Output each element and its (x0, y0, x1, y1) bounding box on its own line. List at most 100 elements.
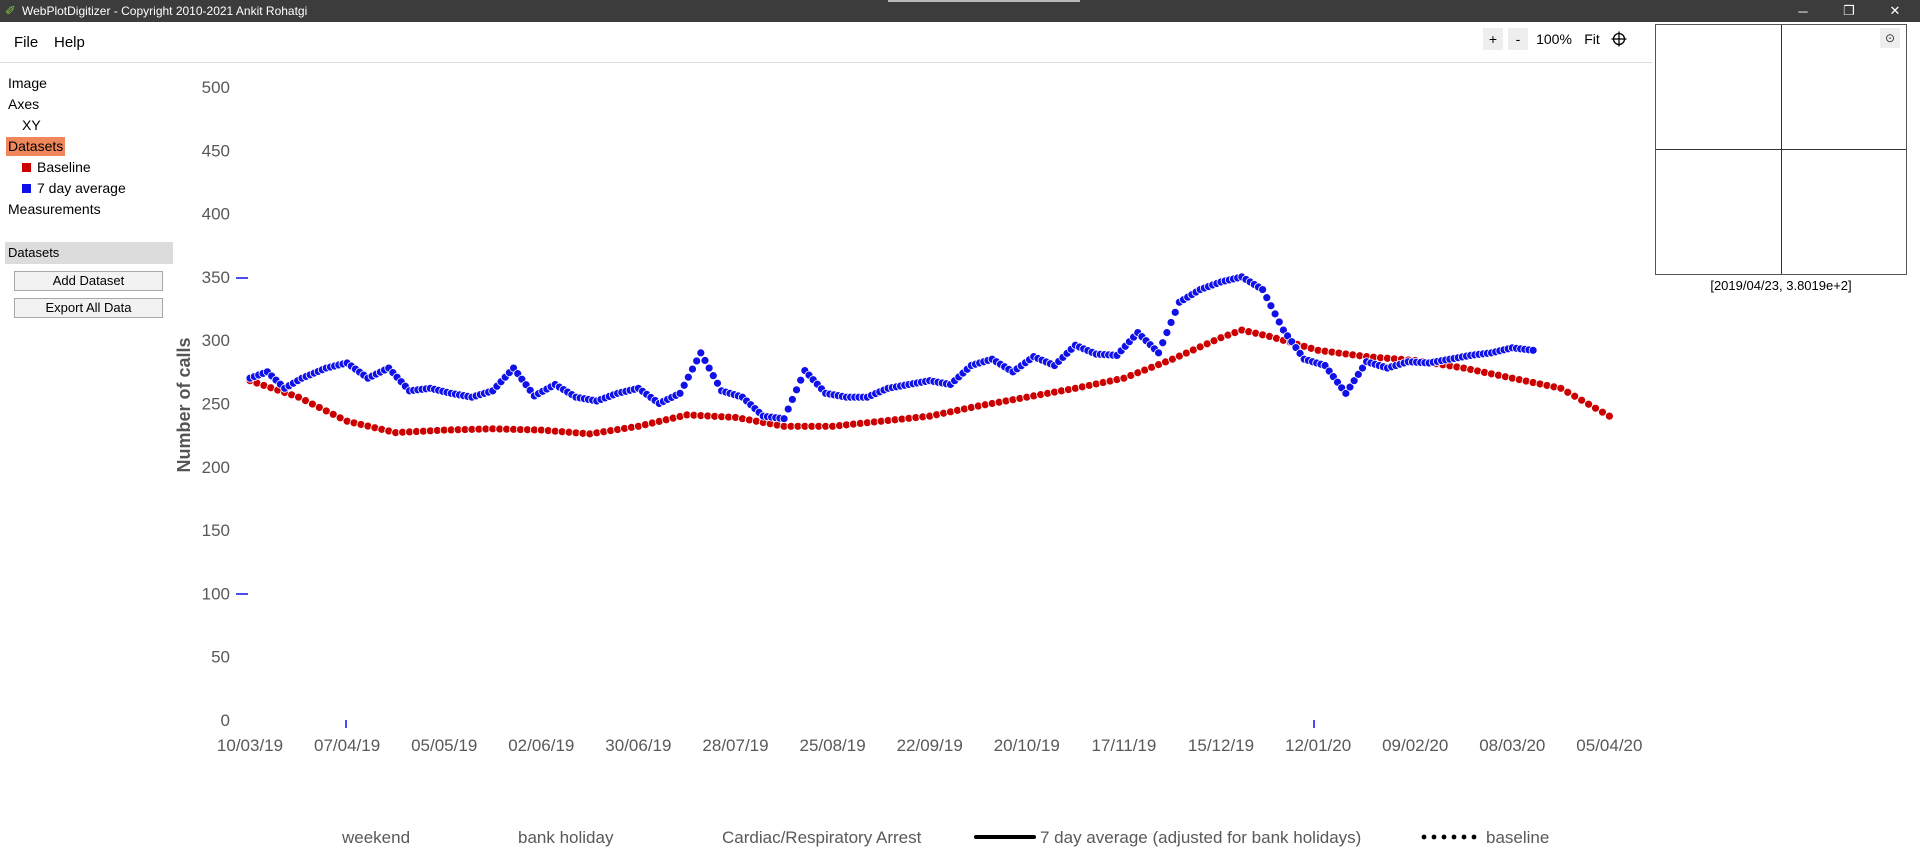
zoom-in-button[interactable]: + (1483, 28, 1503, 50)
data-point (308, 399, 317, 409)
data-point (1577, 395, 1587, 405)
plot-canvas[interactable]: 0 50 100 150 200 250 300 350 400 450 500 10/03/19 0… (0, 0, 1650, 853)
x-tick-label: 12/01/20 (1285, 736, 1351, 755)
app-logo-icon: ✐ (5, 3, 16, 18)
menu-file[interactable]: File (14, 34, 39, 51)
tree-item-baseline[interactable]: Baseline (22, 158, 91, 177)
data-point (692, 356, 702, 366)
x-tick-label: 05/04/20 (1576, 736, 1642, 755)
x-tick-label: 20/10/19 (994, 736, 1060, 755)
magnifier-settings-icon: ⊙ (1884, 31, 1896, 45)
data-point (1349, 376, 1359, 386)
x-tick-label: 30/06/19 (605, 736, 671, 755)
fit-button[interactable]: Fit (1584, 31, 1600, 47)
menu-help[interactable]: Help (54, 34, 85, 51)
data-point (321, 406, 331, 416)
data-point (1345, 382, 1355, 392)
tree-item-datasets[interactable]: Datasets (6, 137, 66, 156)
data-point (688, 364, 697, 374)
x-tick-labels: 10/03/19 07/04/19 05/05/19 02/06/19 30/06/19… (217, 736, 1643, 755)
export-all-data-button[interactable]: Export All Data (14, 298, 163, 318)
data-point (683, 372, 693, 382)
minimize-button[interactable]: ─ (1780, 0, 1826, 22)
y-tick-label: 250 (202, 395, 230, 414)
data-point (713, 378, 722, 388)
datasets-panel-header: Datasets (5, 242, 173, 264)
data-point (1162, 328, 1172, 338)
magnifier-crosshair-horizontal (1656, 149, 1906, 150)
crosshair-button[interactable] (1608, 28, 1630, 50)
tree-item-axes[interactable]: Axes (8, 96, 40, 112)
average-color-swatch (22, 184, 31, 193)
magnifier-settings-button[interactable]: ⊙ (1880, 28, 1900, 48)
legend-label: baseline (1486, 828, 1549, 847)
tree-item-image[interactable]: Image (8, 75, 47, 91)
axis-calibration-markers (236, 277, 1315, 728)
data-point (1262, 293, 1272, 303)
tree-item-seven-day-average[interactable]: 7 day average (22, 179, 126, 198)
zoom-level[interactable]: 100% (1536, 31, 1572, 47)
y-tick-label: 150 (202, 521, 230, 540)
x-tick-label: 17/11/19 (1091, 736, 1156, 755)
seven-day-average-series (245, 272, 1538, 424)
data-point (700, 356, 710, 365)
legend-dotted-swatch-dot (1471, 834, 1477, 840)
data-point (301, 396, 310, 406)
data-point (1605, 411, 1614, 421)
seven-day-label: 7 day average (37, 180, 126, 196)
y-tick-label: 200 (202, 458, 230, 477)
y-tick-label: 400 (202, 205, 230, 224)
menu-divider (0, 62, 1652, 63)
data-point (1528, 345, 1538, 355)
add-dataset-button[interactable]: Add Dataset (14, 271, 163, 291)
x-tick-label: 02/06/19 (508, 736, 574, 755)
data-point (1170, 307, 1180, 317)
y-tick-label: 450 (202, 141, 230, 160)
legend-label: weekend (341, 828, 410, 847)
x-tick-label: 25/08/19 (800, 736, 866, 755)
data-point (679, 380, 689, 390)
y-tick-label: 500 (202, 78, 230, 97)
legend-label: 7 day average (adjusted for bank holiday… (1040, 828, 1361, 847)
crosshair-icon (1611, 31, 1627, 47)
baseline-series (245, 325, 1614, 439)
magnifier-view (1655, 24, 1907, 275)
y-tick-label: 50 (211, 648, 230, 667)
y-tick-label: 100 (202, 584, 230, 603)
data-point (335, 413, 345, 423)
data-point (1266, 301, 1276, 311)
x-tick-label: 15/12/19 (1188, 736, 1254, 755)
close-icon: ✕ (1889, 3, 1901, 18)
data-point (1166, 318, 1176, 327)
x-tick-label: 28/07/19 (702, 736, 768, 755)
x-tick-label: 05/05/19 (411, 736, 477, 755)
legend-dotted-swatch-dot (1421, 834, 1427, 840)
data-point (796, 375, 806, 385)
tree-item-xy[interactable]: XY (22, 117, 41, 133)
zoom-out-button[interactable]: - (1508, 28, 1528, 50)
data-point (1274, 317, 1284, 327)
data-point (1353, 369, 1363, 379)
restore-button[interactable]: ❐ (1826, 0, 1872, 22)
x-tick-label: 22/09/19 (897, 736, 963, 755)
data-point (328, 409, 338, 419)
data-point (1598, 407, 1607, 417)
baseline-color-swatch (22, 163, 31, 172)
close-button[interactable]: ✕ (1872, 0, 1918, 22)
restore-icon: ❐ (1843, 3, 1855, 18)
data-point (1258, 285, 1268, 294)
active-tab-indicator (888, 0, 1080, 2)
data-point (792, 385, 801, 395)
title-bar: ✐ WebPlotDigitizer - Copyright 2010-2021… (0, 0, 1920, 22)
data-point (1270, 309, 1280, 319)
legend-dotted-swatch-dot (1451, 834, 1457, 840)
data-point (1154, 348, 1163, 358)
legend-dotted-swatch-dot (1441, 834, 1447, 840)
legend-label: bank holiday (518, 828, 614, 847)
x-tick-label: 08/03/20 (1479, 736, 1545, 755)
x-tick-label: 07/04/19 (314, 736, 380, 755)
tree-item-measurements[interactable]: Measurements (8, 201, 101, 217)
y-tick-labels: 0 50 100 150 200 250 300 350 400 450 500 (202, 78, 230, 730)
data-point (314, 403, 324, 412)
legend-dotted-swatch-dot (1431, 834, 1437, 840)
